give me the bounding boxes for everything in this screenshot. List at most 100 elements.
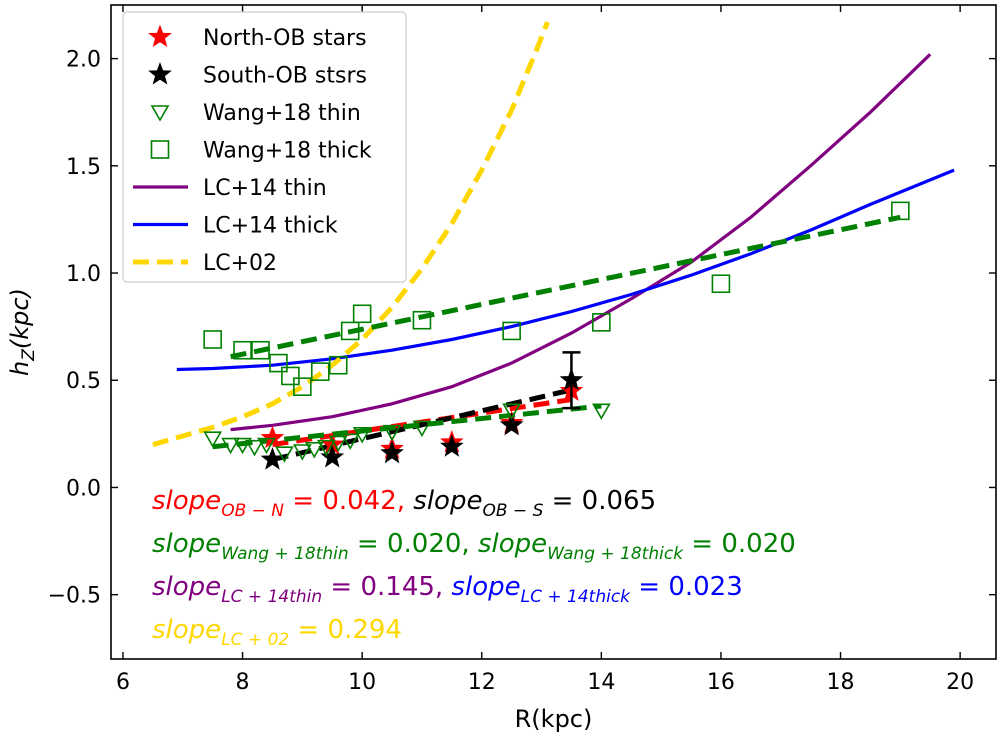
series-south-ob-stsrs-point <box>320 444 345 468</box>
slope-annotation-row: slopeLC + 14thin = 0.145, slopeLC + 14th… <box>152 572 743 607</box>
series-wang-18-thick-point <box>352 304 372 324</box>
y-axis-label-sub: Z <box>19 349 39 362</box>
series-south-ob-stsrs-fit-line <box>271 387 573 463</box>
series-wang-18-thick-point <box>340 321 360 341</box>
slope-annotation-value: = 0.023 <box>630 572 743 602</box>
series-wang-18-thin-point <box>275 446 294 463</box>
series-wang-18-thick-point <box>293 377 312 396</box>
series-wang-18-thick-point <box>592 313 611 332</box>
y-axis-label: hZ(kpc) <box>6 288 39 376</box>
series-wang-18-thin-point <box>382 424 402 442</box>
legend-label-lc-14-thick: LC+14 thick <box>203 214 338 239</box>
x-tick-label: 16 <box>707 670 735 695</box>
series-wang-18-thick-point <box>502 321 521 341</box>
series-south-ob-stsrs-point <box>260 447 285 470</box>
slope-annotation-subscript: LC + 14thin <box>221 587 322 607</box>
series-wang-18-thick-fit-line <box>230 214 901 360</box>
slope-annotation-value: = 0.042, <box>284 486 405 516</box>
slope-annotation-label: slope <box>152 572 221 602</box>
series-wang-18-thick-point <box>233 340 252 360</box>
series-wang-18-thin-point <box>502 403 522 420</box>
legend-label-lc-02: LC+02 <box>203 251 277 276</box>
slope-annotation-value: = 0.020 <box>683 529 796 559</box>
series-wang-18-thick-point <box>310 362 330 381</box>
legend-item-lc-02: LC+02 <box>133 251 277 276</box>
series-wang-18-thin-point <box>292 444 312 461</box>
x-tick-label: 6 <box>116 670 130 695</box>
y-axis-label-unit: (kpc) <box>6 288 34 349</box>
x-tick-label: 14 <box>587 670 615 695</box>
x-tick-label: 20 <box>946 670 974 695</box>
series-lc-02-line <box>152 21 550 448</box>
y-tick-label: 1.0 <box>66 262 101 287</box>
series-wang-18-thin-point <box>233 437 252 455</box>
series-wang-18-thick-point <box>891 201 910 221</box>
series-wang-18-thick-point <box>269 353 288 373</box>
slope-annotation-row: slopeWang + 18thin = 0.020, slopeWang + … <box>152 529 796 564</box>
legend-item-north-ob-stars: North-OB stars <box>148 24 367 51</box>
legend-item-lc-14-thin: LC+14 thin <box>133 176 327 201</box>
slope-annotation-label: slope <box>443 572 520 602</box>
slope-annotation-subscript: Wang + 18thin <box>221 544 348 564</box>
slope-annotation-subscript: LC + 02 <box>221 630 289 650</box>
slope-annotation-label: slope <box>152 486 221 516</box>
slope-annotation-subscript: OB − S <box>482 501 543 521</box>
series-south-ob-stsrs-point <box>559 367 584 391</box>
legend-marker-south-ob-stsrs <box>148 62 172 85</box>
legend-item-south-ob-stsrs: South-OB stsrs <box>148 62 367 89</box>
slope-annotation-label: slope <box>152 529 221 559</box>
series-south-ob-stsrs-point <box>499 412 524 436</box>
slope-annotation-subscript: OB − N <box>221 501 284 521</box>
legend-item-wang-18-thin: Wang+18 thin <box>150 101 361 126</box>
series-wang-18-thin-point <box>412 420 432 438</box>
y-tick-label: 0.0 <box>66 476 101 501</box>
y-tick-label: 2.0 <box>66 48 101 73</box>
slope-annotation-label: slope <box>152 615 221 645</box>
series-wang-18-thin-point <box>340 433 360 450</box>
legend-label-wang-18-thick: Wang+18 thick <box>203 139 372 164</box>
x-tick-label: 8 <box>236 670 250 695</box>
plot-frame <box>110 4 997 660</box>
y-tick-label: 0.5 <box>66 369 101 394</box>
series-wang-18-thick-point <box>711 274 731 294</box>
legend-marker-wang-18-thick <box>150 140 170 159</box>
slope-annotation-subscript: LC + 14thick <box>521 587 632 607</box>
legend-label-wang-18-thin: Wang+18 thin <box>203 101 361 126</box>
series-wang-18-thick-point <box>203 330 222 349</box>
series-wang-18-thin-point <box>316 439 336 457</box>
x-tick-label: 18 <box>827 670 855 695</box>
series-wang-18-thin-point <box>257 437 276 455</box>
legend-label-north-ob-stars: North-OB stars <box>203 26 367 51</box>
series-wang-18-thin-point <box>304 442 324 459</box>
slope-annotation-value: = 0.145, <box>322 572 443 602</box>
series-south-ob-stsrs-point <box>380 440 404 464</box>
series-wang-18-thin-point <box>221 437 240 455</box>
series-wang-18-thick-point <box>251 340 270 360</box>
y-tick-label: 1.5 <box>66 155 101 180</box>
legend-item-lc-14-thick: LC+14 thick <box>133 214 338 239</box>
legend-label-lc-14-thin: LC+14 thin <box>203 176 327 201</box>
legend-marker-wang-18-thin <box>150 105 170 122</box>
series-wang-18-thick-point <box>281 366 300 386</box>
y-tick-label: −0.5 <box>48 584 101 609</box>
series-wang-18-thin-fit-line <box>212 403 602 450</box>
series-lc-14-thin-line <box>230 53 932 432</box>
y-axis-label-main: h <box>6 361 34 376</box>
series-lc-14-thick-line <box>176 168 955 372</box>
series-wang-18-thin-point <box>203 431 223 448</box>
series-wang-18-thick-point <box>328 355 348 375</box>
slope-annotation-subscript: Wang + 18thick <box>547 544 684 564</box>
x-tick-label: 10 <box>348 670 376 695</box>
x-axis-label: R(kpc) <box>515 705 593 733</box>
slope-annotation-value: = 0.065 <box>543 486 656 516</box>
slope-annotation-label: slope <box>405 486 482 516</box>
legend-item-wang-18-thick: Wang+18 thick <box>150 139 372 164</box>
legend-label-south-ob-stsrs: South-OB stsrs <box>203 64 367 89</box>
slope-annotation-label: slope <box>470 529 547 559</box>
series-wang-18-thick-point <box>412 310 432 330</box>
slope-annotation-value: = 0.020, <box>349 529 470 559</box>
slope-annotation-value: = 0.294 <box>289 615 402 645</box>
slope-annotation-row: slopeLC + 02 = 0.294 <box>152 615 402 650</box>
